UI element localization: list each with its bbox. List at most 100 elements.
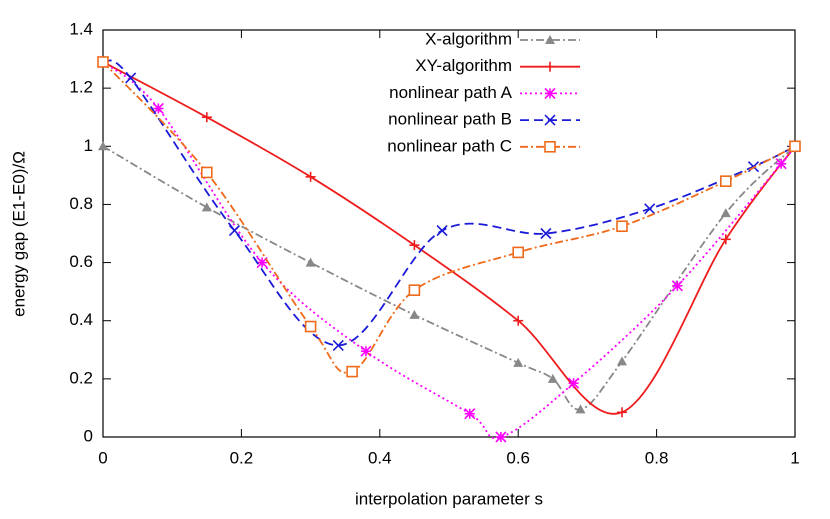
y-tick-label: 0.8 bbox=[69, 194, 93, 213]
marker-stroke bbox=[544, 87, 556, 99]
marker-shape bbox=[201, 166, 213, 179]
marker bbox=[567, 377, 580, 389]
marker-shape bbox=[545, 35, 555, 44]
marker bbox=[408, 284, 421, 296]
marker bbox=[332, 339, 344, 351]
marker bbox=[512, 246, 525, 259]
marker-stroke bbox=[332, 339, 344, 351]
marker bbox=[201, 202, 212, 212]
x-tick-label: 0.4 bbox=[368, 448, 392, 467]
marker-stroke bbox=[644, 203, 656, 215]
marker bbox=[97, 56, 109, 68]
y-tick-label: 0.4 bbox=[69, 310, 93, 329]
marker bbox=[228, 225, 241, 237]
x-tick-label: 0.8 bbox=[645, 448, 669, 467]
marker bbox=[545, 61, 555, 72]
marker bbox=[575, 404, 586, 414]
marker bbox=[789, 140, 801, 153]
marker bbox=[544, 141, 556, 153]
x-tick-label: 0.6 bbox=[506, 448, 530, 467]
marker-shape bbox=[575, 404, 586, 414]
marker-shape bbox=[719, 175, 732, 187]
marker bbox=[436, 225, 448, 237]
marker bbox=[513, 315, 524, 326]
y-axis-label: energy gap (E1-E0)/Ω bbox=[9, 151, 28, 317]
marker-shape bbox=[409, 309, 420, 319]
marker-stroke bbox=[540, 227, 552, 240]
x-axis-label: interpolation parameter s bbox=[355, 489, 543, 508]
marker-shape bbox=[97, 56, 109, 68]
y-tick-label: 1.2 bbox=[69, 78, 93, 97]
y-tick-label: 1.4 bbox=[69, 19, 93, 38]
marker-shape bbox=[201, 202, 212, 212]
marker bbox=[360, 345, 372, 357]
marker-shape bbox=[616, 220, 628, 233]
x-tick-label: 1 bbox=[790, 448, 799, 467]
marker-shape bbox=[617, 356, 627, 366]
marker bbox=[719, 175, 732, 187]
plot-frame bbox=[102, 29, 796, 438]
marker bbox=[305, 257, 316, 267]
marker-shape bbox=[720, 208, 731, 218]
marker bbox=[547, 373, 558, 383]
marker bbox=[201, 112, 212, 123]
y-tick-label: 0.2 bbox=[69, 368, 93, 387]
marker bbox=[540, 227, 552, 240]
marker bbox=[720, 234, 731, 245]
marker-shape bbox=[513, 357, 524, 367]
marker bbox=[720, 208, 731, 218]
marker-stroke bbox=[775, 158, 787, 170]
marker-shape bbox=[789, 140, 801, 153]
legend-label: nonlinear path C bbox=[387, 136, 512, 155]
marker bbox=[201, 166, 213, 179]
marker-shape bbox=[547, 373, 558, 383]
marker-stroke bbox=[567, 377, 580, 389]
marker-shape bbox=[346, 365, 358, 378]
series-line bbox=[102, 61, 796, 374]
legend-label: XY-algorithm bbox=[415, 56, 512, 75]
marker-stroke bbox=[436, 225, 448, 237]
series-line bbox=[102, 59, 796, 347]
legend-label: nonlinear path A bbox=[389, 83, 513, 102]
marker bbox=[409, 240, 420, 251]
legend-label: nonlinear path B bbox=[388, 110, 512, 129]
marker bbox=[617, 407, 627, 418]
y-tick-label: 1 bbox=[84, 136, 93, 155]
marker-stroke bbox=[360, 345, 372, 357]
marker bbox=[617, 356, 627, 366]
series-line bbox=[102, 61, 796, 439]
marker-shape bbox=[408, 284, 421, 296]
marker bbox=[544, 87, 556, 99]
marker bbox=[644, 203, 656, 215]
marker bbox=[544, 114, 556, 126]
marker-stroke bbox=[125, 72, 137, 84]
marker bbox=[671, 280, 683, 292]
marker bbox=[98, 141, 108, 151]
marker bbox=[125, 72, 137, 84]
marker bbox=[495, 431, 507, 443]
marker bbox=[304, 320, 317, 333]
marker-stroke bbox=[544, 114, 556, 126]
marker-stroke bbox=[495, 431, 507, 443]
series-line bbox=[102, 145, 796, 411]
x-tick-label: 0.2 bbox=[230, 448, 254, 467]
marker bbox=[409, 309, 420, 319]
marker-shape bbox=[512, 246, 525, 259]
x-tick-label: 0 bbox=[98, 448, 107, 467]
marker-stroke bbox=[671, 280, 683, 292]
marker-stroke bbox=[228, 225, 241, 237]
y-tick-label: 0 bbox=[84, 426, 93, 445]
marker-stroke bbox=[464, 408, 476, 420]
marker bbox=[545, 35, 555, 44]
marker bbox=[464, 408, 476, 420]
marker bbox=[346, 365, 358, 378]
marker bbox=[775, 158, 787, 170]
marker-shape bbox=[305, 257, 316, 267]
y-tick-label: 0.6 bbox=[69, 252, 93, 271]
marker-shape bbox=[98, 141, 108, 151]
marker bbox=[305, 171, 316, 182]
marker-shape bbox=[304, 320, 317, 333]
series-line bbox=[102, 61, 796, 415]
marker bbox=[256, 257, 268, 269]
